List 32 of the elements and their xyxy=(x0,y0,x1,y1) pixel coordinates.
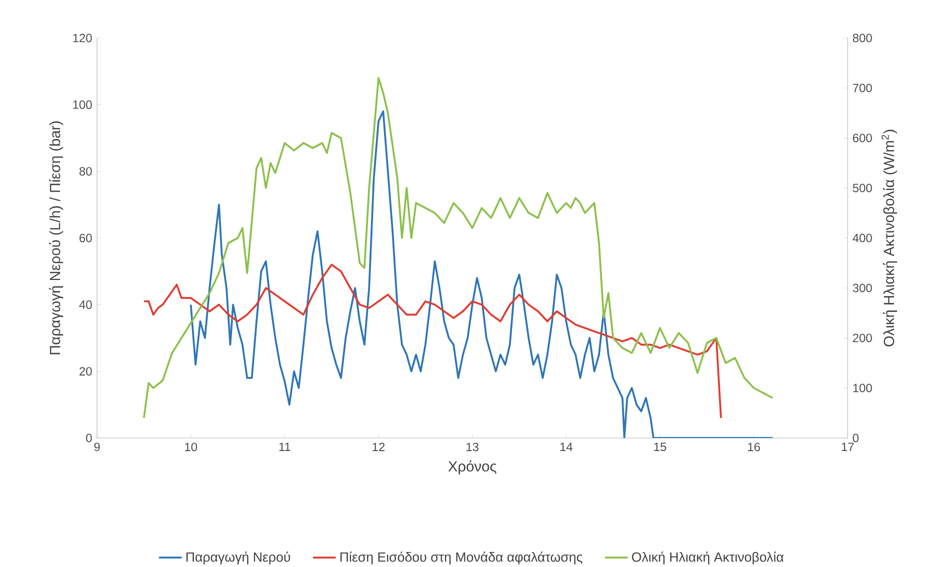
y2-tick-label: 800 xyxy=(852,34,872,42)
y2-tick-label: 200 xyxy=(852,334,872,342)
x-tick-label: 14 xyxy=(560,442,572,451)
x-tick-label: 15 xyxy=(654,442,666,452)
legend-label: Πίεση Εισόδου στη Μονάδα αφαλάτωσης xyxy=(340,552,582,564)
legend-label: Ολική Ηλιακή Ακτινοβολία xyxy=(632,552,784,564)
x-tick-label: 11 xyxy=(279,442,290,451)
y-tick-label: 0 xyxy=(86,434,92,442)
x-tick-label: 16 xyxy=(748,442,760,452)
y-tick-label: 40 xyxy=(79,300,92,309)
x-tick-label: 9 xyxy=(94,442,100,452)
x-tick-label: 17 xyxy=(842,442,854,451)
y2-tick-label: 400 xyxy=(852,234,872,242)
y-tick-label: 100 xyxy=(73,100,92,109)
y2-axis-title: Ολική Ηλιακή Ακτινοβολία (W/m$^{2}$) xyxy=(882,130,898,346)
x-tick-label: 12 xyxy=(372,442,385,452)
y-tick-label: 20 xyxy=(80,367,92,376)
x-tick-label: 10 xyxy=(185,442,198,452)
legend-label: Παραγωγή Νερού xyxy=(186,552,290,564)
y-tick-label: 60 xyxy=(80,234,92,242)
x-axis-title: Χρόνος xyxy=(448,460,496,474)
y2-tick-label: 700 xyxy=(852,84,872,92)
y2-tick-label: 600 xyxy=(852,134,872,142)
y2-tick-label: 500 xyxy=(852,184,872,192)
y-tick-label: 120 xyxy=(73,34,92,42)
x-tick-label: 13 xyxy=(466,442,478,452)
y-tick-label: 80 xyxy=(79,167,92,176)
line-series xyxy=(190,110,774,438)
y-axis-title: Παραγωγή Νερού (L/h) / Πίεση (bar) xyxy=(49,121,64,354)
y2-tick-label: 300 xyxy=(852,284,872,292)
y2-tick-label: 0 xyxy=(852,434,859,442)
y2-tick-label: 100 xyxy=(853,384,872,392)
